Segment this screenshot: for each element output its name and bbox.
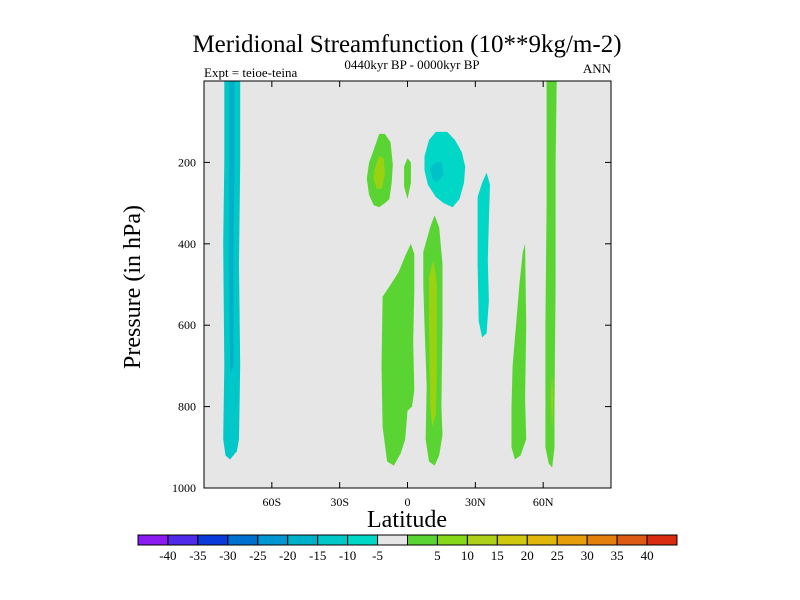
colorbar-label: -30: [219, 548, 236, 563]
colorbar-label: -25: [249, 548, 266, 563]
x-tick-label: 0: [405, 495, 411, 509]
colorbar-box: [496, 534, 528, 546]
colorbar-box: [556, 534, 588, 546]
contour-regions: [223, 81, 557, 468]
colorbar-label: -10: [339, 548, 356, 563]
colorbar-box: [646, 534, 678, 546]
colorbar-box: [167, 534, 199, 546]
y-tick-label: 600: [178, 318, 196, 332]
x-tick-label: 30S: [330, 495, 349, 509]
colorbar-label: 40: [641, 548, 654, 563]
y-tick-label: 1000: [172, 481, 196, 495]
colorbar-labels: -40 -35 -30 -25 -20 -15 -10 -5 5 10 15 20 25 30 35 40: [159, 548, 653, 563]
colorbar-box: [377, 534, 408, 546]
contour-region-northern-subtropical-negative: [477, 172, 490, 338]
x-axis-ticks: 60S 30S 0 30N 60N: [262, 81, 554, 509]
colorbar-label: -40: [159, 548, 176, 563]
contour-region-south-polar-inner-core: [228, 81, 235, 374]
colorbar-box: [407, 534, 438, 546]
colorbar-label: -5: [372, 548, 383, 563]
contour-region-north-polar-positive-core: [551, 374, 554, 431]
colorbar-label: 20: [521, 548, 534, 563]
plot-area: 60S 30S 0 30N 60N 200 400 600 800 1000: [172, 80, 612, 509]
contour-region-upper-tropical-positive-left-core: [373, 156, 385, 189]
colorbar-label: 5: [434, 548, 441, 563]
y-tick-label: 800: [178, 400, 196, 414]
contour-region-lower-tropical-positive-right-core: [429, 260, 437, 427]
y-axis-label: Pressure (in hPa): [120, 205, 146, 369]
experiment-label: Expt = teioe-teina: [204, 65, 297, 80]
colorbar-box: [257, 534, 289, 546]
y-axis-ticks: 200 400 600 800 1000: [172, 155, 611, 495]
contour-region-equatorial-thin-positive: [404, 158, 411, 199]
colorbar-label: -15: [309, 548, 326, 563]
colorbar-label: 25: [551, 548, 564, 563]
colorbar-box: [616, 534, 648, 546]
time-range-subtitle: 0440kyr BP - 0000kyr BP: [344, 57, 479, 72]
chart-title: Meridional Streamfunction (10**9kg/m-2): [192, 31, 621, 58]
colorbar-box: [197, 534, 229, 546]
contour-region-north-polar-positive-cell: [545, 81, 557, 468]
x-tick-label: 30N: [465, 495, 486, 509]
colorbar-box: [287, 534, 319, 546]
colorbar-box: [586, 534, 618, 546]
season-label: ANN: [583, 61, 612, 76]
colorbar-label: 30: [581, 548, 594, 563]
colorbar-box: [526, 534, 558, 546]
colorbar-boxes: [137, 534, 678, 546]
y-tick-label: 200: [178, 155, 196, 169]
colorbar-box: [466, 534, 498, 546]
x-tick-label: 60N: [533, 495, 554, 509]
x-tick-label: 60S: [262, 495, 281, 509]
colorbar-label: -35: [189, 548, 206, 563]
colorbar-box: [347, 534, 379, 546]
contour-region-upper-tropical-negative-right-core: [430, 162, 444, 183]
colorbar-label: -20: [279, 548, 296, 563]
contour-region-upper-tropical-negative-right: [424, 131, 466, 208]
colorbar-box: [137, 534, 169, 546]
colorbar-box: [317, 534, 349, 546]
x-axis-label: Latitude: [367, 507, 447, 533]
colorbar-box: [227, 534, 259, 546]
colorbar-label: 35: [611, 548, 624, 563]
colorbar-label: 15: [491, 548, 504, 563]
y-tick-label: 400: [178, 237, 196, 251]
colorbar-box: [436, 534, 468, 546]
colorbar: -40 -35 -30 -25 -20 -15 -10 -5 5 10 15 20 25 30 35 40: [137, 534, 678, 563]
colorbar-label: 10: [461, 548, 474, 563]
contour-region-lower-tropical-positive-left: [381, 243, 415, 466]
contour-region-midlatitude-positive-strip: [511, 243, 527, 460]
